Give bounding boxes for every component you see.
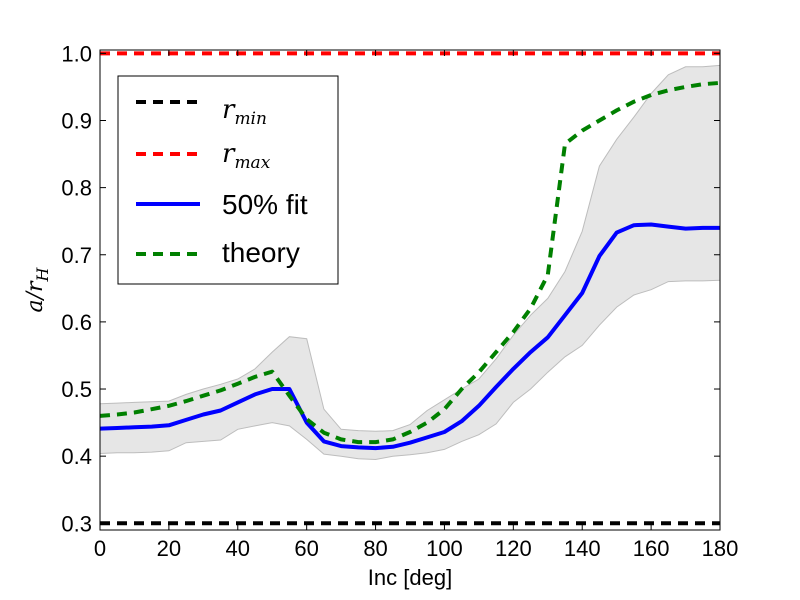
ticks-layer: 0 20 40 60 80 100 120 140 160 180 0.3 0.4 0.5 0.6 0.7 0… <box>61 41 738 561</box>
legend-box <box>117 75 339 285</box>
lines-layer <box>100 51 720 526</box>
svg-text:a/rH: a/rH <box>23 266 52 312</box>
x-tick-label: 60 <box>294 536 318 561</box>
legend-label-theory: theory <box>222 237 300 268</box>
series-theory-line <box>100 80 720 445</box>
y-tick-label: 0.7 <box>61 243 92 268</box>
legend: rmin rmax 50% fit theory <box>117 75 339 285</box>
y-tick-label: 0.4 <box>61 444 92 469</box>
x-tick-label: 0 <box>94 536 106 561</box>
y-tick-label: 1.0 <box>61 41 92 66</box>
y-tick-label: 0.5 <box>61 377 92 402</box>
x-tick-label: 140 <box>564 536 601 561</box>
x-axis-label: Inc [deg] <box>368 565 452 590</box>
plot-frame <box>99 49 721 531</box>
y-tick-label: 0.6 <box>61 310 92 335</box>
x-tick-label: 160 <box>633 536 670 561</box>
y-tick-label: 0.8 <box>61 176 92 201</box>
x-tick-label: 20 <box>157 536 181 561</box>
x-tick-label: 40 <box>226 536 250 561</box>
y-tick-label: 0.9 <box>61 108 92 133</box>
x-tick-label: 120 <box>495 536 532 561</box>
y-axis-label-base: a/r <box>23 280 48 313</box>
y-tick-label: 0.3 <box>61 511 92 536</box>
y-axis-label: a/rH <box>23 266 52 312</box>
y-axis-label-sub: H <box>33 266 52 282</box>
x-tick-label: 180 <box>702 536 739 561</box>
x-tick-label: 100 <box>426 536 463 561</box>
x-tick-label: 80 <box>363 536 387 561</box>
legend-label-rmin: rmin <box>222 95 267 129</box>
legend-label-fit: 50% fit <box>222 189 308 220</box>
series-fit-line <box>100 222 720 451</box>
legend-label-rmax: rmax <box>222 139 271 173</box>
